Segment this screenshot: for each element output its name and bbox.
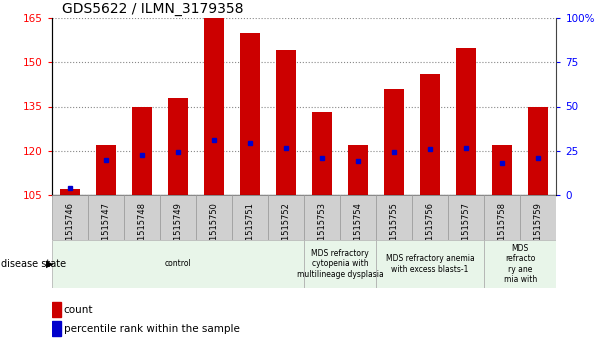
Bar xyxy=(520,195,556,240)
Text: GSM1515750: GSM1515750 xyxy=(209,202,218,258)
Bar xyxy=(528,106,548,195)
Bar xyxy=(160,195,196,240)
Bar xyxy=(196,195,232,240)
Bar xyxy=(456,48,476,195)
Text: disease state: disease state xyxy=(1,259,66,269)
Bar xyxy=(448,195,484,240)
Bar xyxy=(304,240,376,288)
Text: GSM1515756: GSM1515756 xyxy=(426,202,435,258)
Bar xyxy=(88,195,124,240)
Text: percentile rank within the sample: percentile rank within the sample xyxy=(64,324,240,334)
Bar xyxy=(240,33,260,195)
Bar xyxy=(168,98,188,195)
Bar xyxy=(232,195,268,240)
Text: GSM1515749: GSM1515749 xyxy=(173,202,182,258)
Text: GSM1515746: GSM1515746 xyxy=(65,202,74,258)
Bar xyxy=(412,195,448,240)
Bar xyxy=(204,18,224,195)
Bar xyxy=(384,89,404,195)
Text: GSM1515755: GSM1515755 xyxy=(390,202,399,258)
Text: GSM1515747: GSM1515747 xyxy=(102,202,110,258)
Bar xyxy=(348,145,368,195)
Text: GSM1515748: GSM1515748 xyxy=(137,202,147,258)
Text: GSM1515752: GSM1515752 xyxy=(282,202,291,258)
Bar xyxy=(60,189,80,195)
Bar xyxy=(376,240,484,288)
Bar xyxy=(484,240,556,288)
Bar xyxy=(132,106,152,195)
Text: GSM1515757: GSM1515757 xyxy=(461,202,471,258)
Text: control: control xyxy=(165,260,191,269)
Text: GSM1515753: GSM1515753 xyxy=(317,202,326,258)
Bar xyxy=(52,321,61,336)
Text: MDS refractory
cytopenia with
multilineage dysplasia: MDS refractory cytopenia with multilinea… xyxy=(297,249,384,279)
Bar xyxy=(492,145,512,195)
Bar xyxy=(420,74,440,195)
Bar xyxy=(52,240,304,288)
Bar xyxy=(52,195,88,240)
Text: MDS refractory anemia
with excess blasts-1: MDS refractory anemia with excess blasts… xyxy=(386,254,474,274)
Bar xyxy=(124,195,160,240)
Text: GSM1515759: GSM1515759 xyxy=(534,202,543,258)
Bar xyxy=(276,50,296,195)
Bar xyxy=(484,195,520,240)
Bar xyxy=(96,145,116,195)
Bar xyxy=(340,195,376,240)
Bar xyxy=(268,195,304,240)
Text: count: count xyxy=(64,305,93,315)
Bar xyxy=(52,302,61,317)
Bar xyxy=(304,195,340,240)
Text: MDS
refracto
ry ane
mia with: MDS refracto ry ane mia with xyxy=(503,244,537,284)
Bar xyxy=(312,113,332,195)
Text: GSM1515751: GSM1515751 xyxy=(246,202,254,258)
Text: ▶: ▶ xyxy=(46,259,53,269)
Bar xyxy=(376,195,412,240)
Text: GSM1515754: GSM1515754 xyxy=(354,202,362,258)
Text: GSM1515758: GSM1515758 xyxy=(498,202,506,258)
Text: GDS5622 / ILMN_3179358: GDS5622 / ILMN_3179358 xyxy=(62,1,243,16)
